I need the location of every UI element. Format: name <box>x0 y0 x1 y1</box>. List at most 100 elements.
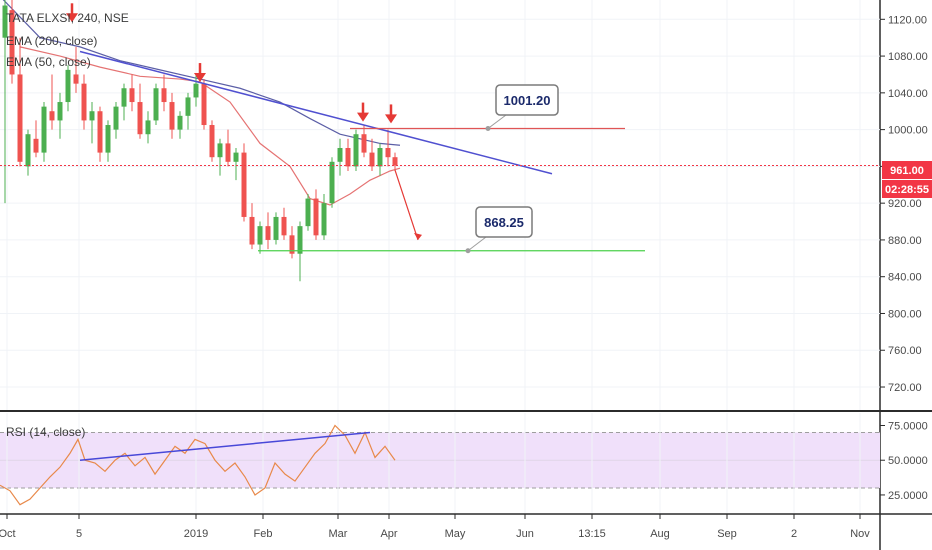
candle-body <box>97 111 103 153</box>
time-tick-label: May <box>445 528 466 540</box>
callout-label: 1001.20 <box>504 93 551 108</box>
rsi-tick-label: 50.0000 <box>888 455 928 467</box>
price-tick-label: 1040.00 <box>888 88 928 100</box>
candle-body <box>49 111 55 121</box>
candle-body <box>105 125 111 153</box>
candle-body <box>305 198 311 227</box>
trendline[interactable] <box>79 50 553 175</box>
ema50-line <box>19 46 401 206</box>
candle-body <box>337 148 343 162</box>
candle-body <box>57 102 63 121</box>
callout-anchor[interactable] <box>465 248 471 254</box>
ema50-path <box>19 46 401 206</box>
rsi-band <box>0 431 880 489</box>
price-tick-label: 1080.00 <box>888 51 928 63</box>
projection-arrow-icon <box>414 232 422 240</box>
candle-body <box>17 74 23 162</box>
time-tick-label: Feb <box>254 528 273 540</box>
candle-body <box>233 152 239 162</box>
rsi-title: RSI (14, close) <box>6 425 85 439</box>
candle-body <box>185 97 191 116</box>
candle-body <box>41 106 47 153</box>
time-tick-label: Oct <box>0 528 16 540</box>
callout-box[interactable] <box>495 84 559 116</box>
time-tick-label: 2 <box>791 528 797 540</box>
rsi-axis[interactable]: 75.0000 50.0000 25.0000 <box>880 421 928 502</box>
candle-body <box>33 138 39 153</box>
rsi-tick-label: 25.0000 <box>888 490 928 502</box>
candle-body <box>153 88 159 121</box>
candle-body <box>193 83 199 98</box>
candle-body <box>129 88 135 103</box>
rsi-path <box>0 424 396 506</box>
annotation-arrows <box>66 3 422 241</box>
candle-body <box>145 120 151 135</box>
time-tick-label: 5 <box>76 528 82 540</box>
time-tick-label: Mar <box>329 528 348 540</box>
candle-body <box>65 69 71 103</box>
candle-body <box>361 134 367 153</box>
callout-pointer <box>467 236 487 252</box>
countdown-tag-box <box>882 180 932 198</box>
down-arrow-icon <box>66 13 78 23</box>
candle-body <box>257 226 263 245</box>
price-axis[interactable]: 1120.001080.001040.001000.00960.00920.00… <box>880 14 928 394</box>
candle-body <box>9 10 15 75</box>
candle-body <box>241 152 247 217</box>
callout-box[interactable] <box>475 206 533 238</box>
price-tick-label: 840.00 <box>888 272 922 284</box>
candle-body <box>177 115 183 130</box>
candle-body <box>329 161 335 204</box>
candle-body <box>225 143 231 162</box>
candle-body <box>297 226 303 254</box>
time-tick-label: Jun <box>516 528 534 540</box>
time-tick-label: 2019 <box>184 528 208 540</box>
candle-body <box>273 216 279 240</box>
candle-series <box>2 0 398 282</box>
main-panel-bg <box>0 0 880 410</box>
price-tick-label: 1000.00 <box>888 125 928 137</box>
price-tick-label: 880.00 <box>888 235 922 247</box>
price-tick-label: 760.00 <box>888 345 922 357</box>
callout-label: 868.25 <box>484 215 524 230</box>
rsi-trendline[interactable] <box>79 431 371 461</box>
candle-body <box>385 148 391 158</box>
time-tick-label: Sep <box>717 528 737 540</box>
ema200-line <box>2 0 401 146</box>
price-tick-label: 720.00 <box>888 382 922 394</box>
main-grid <box>0 0 880 410</box>
candle-body <box>289 235 295 254</box>
candle-body <box>249 216 255 245</box>
candle-body <box>345 148 351 167</box>
candle-body <box>89 111 95 121</box>
projection-arrow-line <box>394 169 419 241</box>
candle-body <box>369 152 375 167</box>
callout-anchor[interactable] <box>485 126 491 132</box>
candle-body <box>377 148 383 167</box>
down-arrow-icon <box>357 112 369 122</box>
candle-body <box>201 83 207 126</box>
candle-body <box>2 5 8 38</box>
price-tick-label: 920.00 <box>888 198 922 210</box>
candle-body <box>73 74 79 84</box>
candle-body <box>113 106 119 130</box>
time-axis[interactable]: Oct 5 2019 Feb Mar Apr May Jun 13:15 Aug Sep 2 Nov <box>0 514 870 540</box>
rsi-grid <box>6 413 861 513</box>
candle-body <box>137 102 143 135</box>
candle-body <box>353 134 359 167</box>
candle-body <box>265 226 271 240</box>
down-arrow-icon <box>194 73 206 83</box>
candle-body <box>209 125 215 158</box>
price-tick-label: 1120.00 <box>888 14 927 26</box>
time-tick-label: Aug <box>650 528 670 540</box>
chart-title: TATA ELXSI, 240, NSE <box>6 11 129 25</box>
callouts[interactable]: 1001.20 868.25 <box>465 84 559 254</box>
price-tag: 961.00 <box>890 165 924 177</box>
rsi-line <box>0 424 396 506</box>
candle-body <box>81 83 87 121</box>
rsi-trendline-line[interactable] <box>79 431 371 461</box>
candle-body <box>25 134 31 167</box>
trendline-line[interactable] <box>79 50 553 175</box>
legend-ema200: EMA (200, close) <box>6 34 97 48</box>
